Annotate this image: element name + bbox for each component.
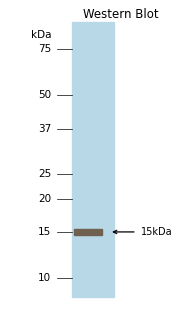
- Text: kDa: kDa: [31, 30, 51, 40]
- Text: 20: 20: [38, 194, 51, 204]
- Text: 75: 75: [38, 44, 51, 53]
- Text: 15: 15: [38, 227, 51, 237]
- Bar: [74, 229, 102, 235]
- Text: Western Blot: Western Blot: [83, 8, 158, 21]
- Text: 37: 37: [38, 124, 51, 134]
- Text: 50: 50: [38, 90, 51, 100]
- Bar: [72, 22, 114, 297]
- Text: 15kDa: 15kDa: [141, 227, 172, 237]
- Text: 10: 10: [38, 273, 51, 283]
- Text: 25: 25: [38, 169, 51, 179]
